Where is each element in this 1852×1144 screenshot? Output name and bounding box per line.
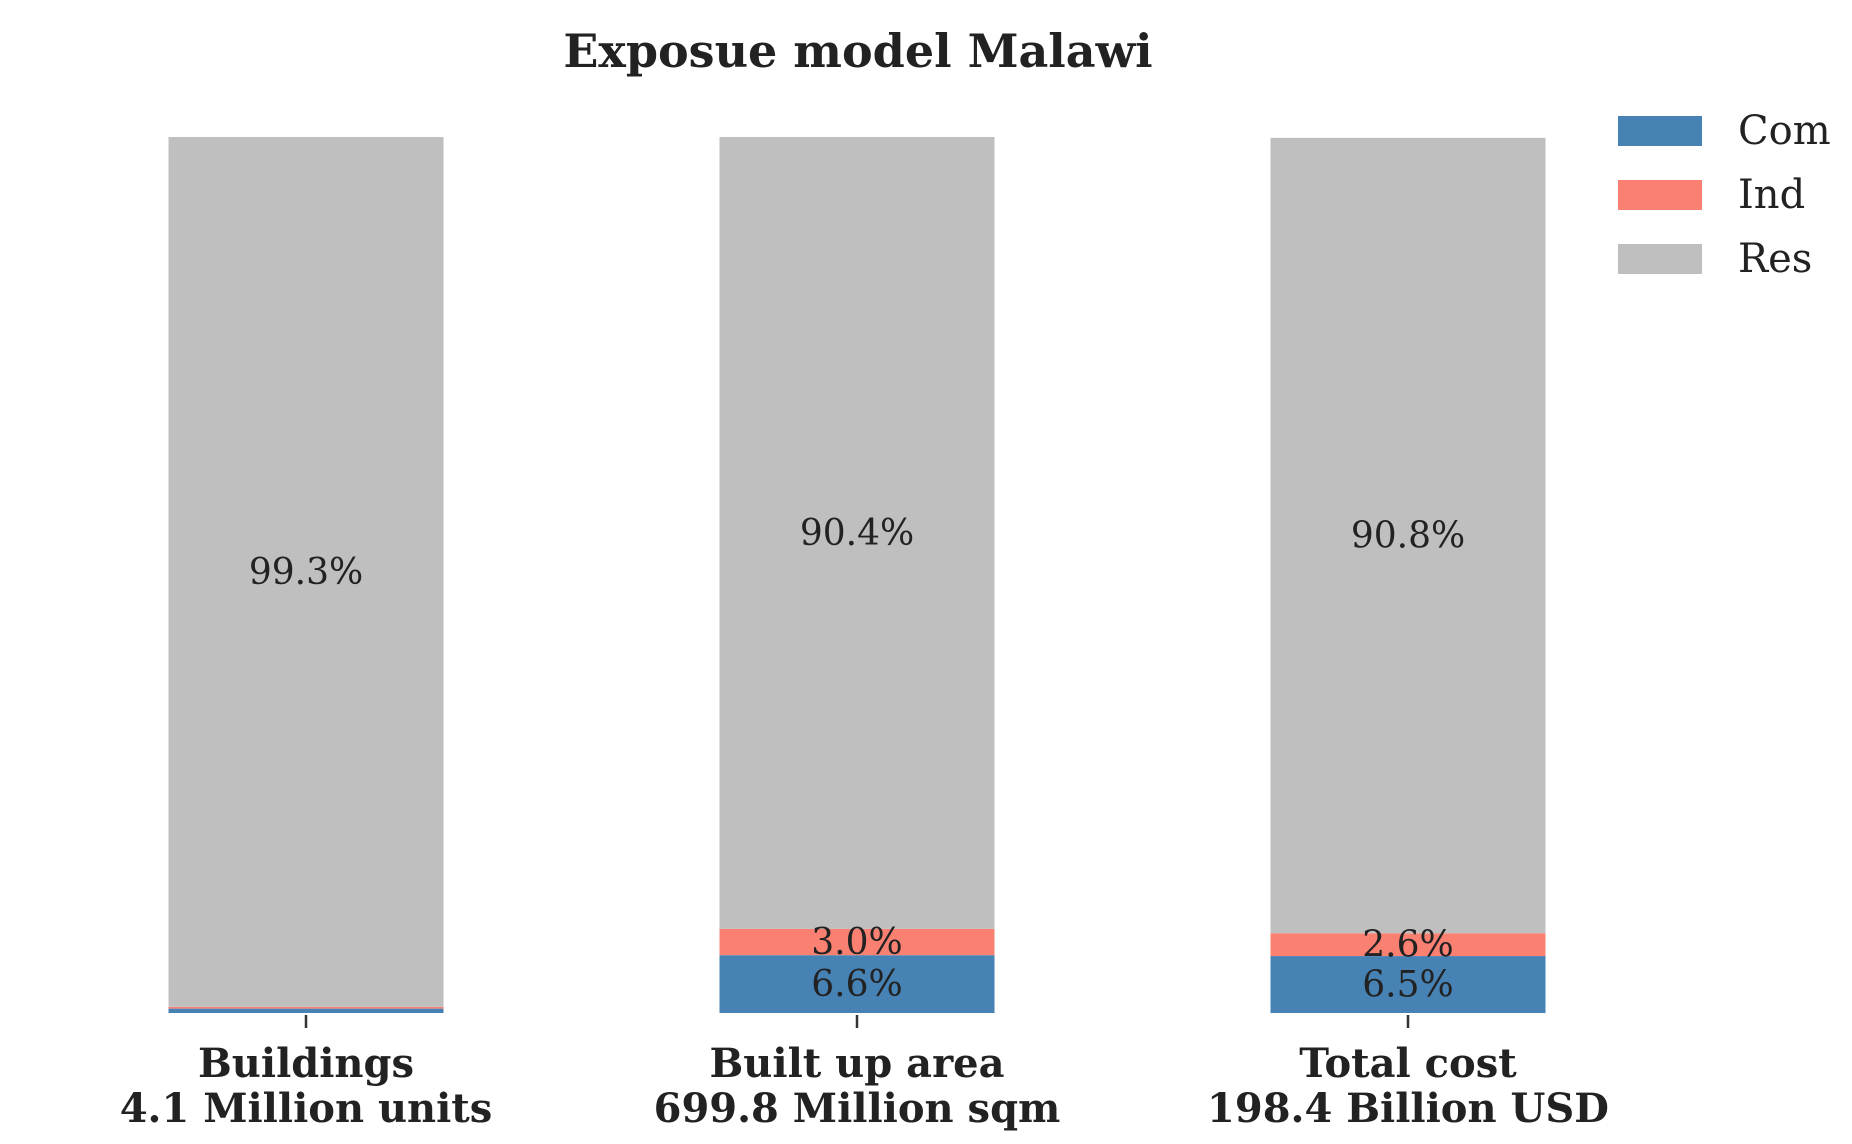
bar-segment-com-3 <box>1270 956 1546 1013</box>
bars-group <box>168 137 1546 1013</box>
bar-segment-ind-3 <box>1270 933 1546 957</box>
data-label-com-2: 6.6% <box>811 964 902 1005</box>
x-tick-label-2-line-2: 699.8 Million sqm <box>654 1085 1061 1132</box>
data-labels-group: 99.3% 6.6%3.0% 90.4% 6.5%2.6% 90.8% <box>249 513 1465 1006</box>
legend-label-ind: Ind <box>1738 172 1805 218</box>
legend-label-com: Com <box>1738 108 1831 154</box>
legend-swatch-res <box>1618 244 1702 274</box>
bar-segment-com-1 <box>168 1008 444 1013</box>
bar-segment-com-2 <box>719 955 995 1013</box>
chart-title: Exposue model Malawi <box>563 24 1152 78</box>
data-label-res-1: 99.3% <box>249 552 363 593</box>
data-label-res-2: 90.4% <box>800 513 914 554</box>
legend: Com Ind Res <box>1618 108 1831 282</box>
legend-label-res: Res <box>1738 236 1812 282</box>
data-label-ind-3: 2.6% <box>1362 925 1453 966</box>
legend-swatch-com <box>1618 116 1702 146</box>
data-label-ind-2: 3.0% <box>811 922 902 963</box>
x-tick-label-1-line-2: 4.1 Million units <box>120 1085 493 1132</box>
bar-segment-res-3 <box>1270 137 1546 934</box>
x-tick-label-3-line-2: 198.4 Billion USD <box>1207 1085 1609 1132</box>
bar-segment-res-2 <box>719 137 995 929</box>
x-tick-label-2-line-1: Built up area <box>709 1040 1004 1087</box>
data-label-com-3: 6.5% <box>1362 965 1453 1006</box>
bar-segment-ind-2 <box>719 928 995 956</box>
x-tick-label-1-line-1: Buildings <box>198 1040 414 1087</box>
bar-segment-res-1 <box>168 137 444 1007</box>
data-label-res-3: 90.8% <box>1351 516 1465 557</box>
legend-swatch-ind <box>1618 180 1702 210</box>
bar-segment-ind-1 <box>168 1006 444 1009</box>
x-tick-label-3-line-1: Total cost <box>1299 1040 1517 1087</box>
